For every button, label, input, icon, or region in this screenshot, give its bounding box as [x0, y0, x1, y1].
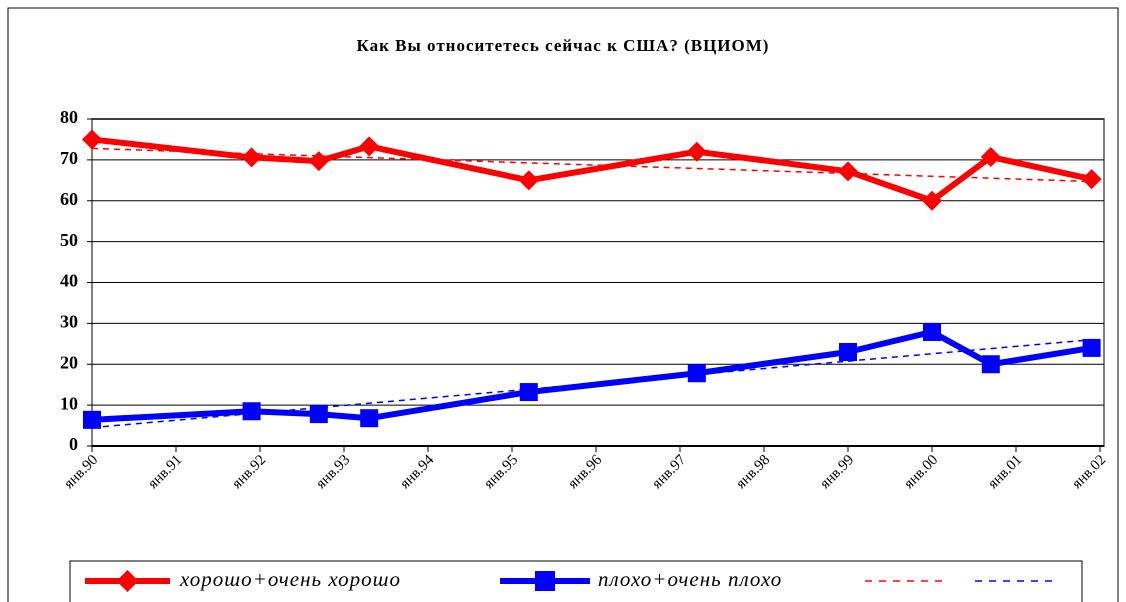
marker — [518, 170, 539, 191]
y-tick-label: 20 — [60, 352, 78, 372]
y-tick-label: 40 — [60, 271, 78, 291]
marker — [519, 383, 538, 402]
y-tick-label: 30 — [60, 312, 78, 332]
series-line — [91, 136, 1093, 204]
marker — [241, 147, 262, 168]
marker — [922, 190, 942, 211]
marker — [359, 136, 380, 157]
legend-label: плохо+очень плохо — [598, 567, 782, 591]
y-tick-label: 50 — [60, 230, 78, 250]
marker — [82, 129, 102, 150]
y-tick-label: 10 — [60, 393, 78, 413]
marker — [980, 147, 1001, 168]
marker — [687, 364, 706, 383]
y-tick-label: 80 — [60, 107, 78, 127]
marker — [839, 342, 857, 361]
marker — [242, 402, 261, 421]
marker — [116, 570, 139, 592]
marker — [360, 409, 379, 428]
marker — [83, 410, 101, 429]
y-tick-label: 70 — [60, 148, 78, 168]
legend-label: хорошо+очень хорошо — [179, 567, 401, 591]
marker — [1081, 169, 1102, 190]
trend-line — [91, 147, 1092, 183]
marker — [535, 571, 555, 591]
y-tick-label: 60 — [60, 189, 78, 209]
marker — [1082, 338, 1101, 357]
y-tick-label: 0 — [69, 434, 78, 454]
series-line — [91, 328, 1093, 423]
chart-title: Как Вы относитетесь сейчас к США? (ВЦИОМ… — [357, 36, 770, 55]
marker — [686, 141, 707, 162]
marker — [923, 322, 941, 341]
marker — [838, 161, 858, 182]
marker — [981, 355, 1000, 374]
marker — [309, 405, 328, 424]
marker — [308, 151, 329, 172]
